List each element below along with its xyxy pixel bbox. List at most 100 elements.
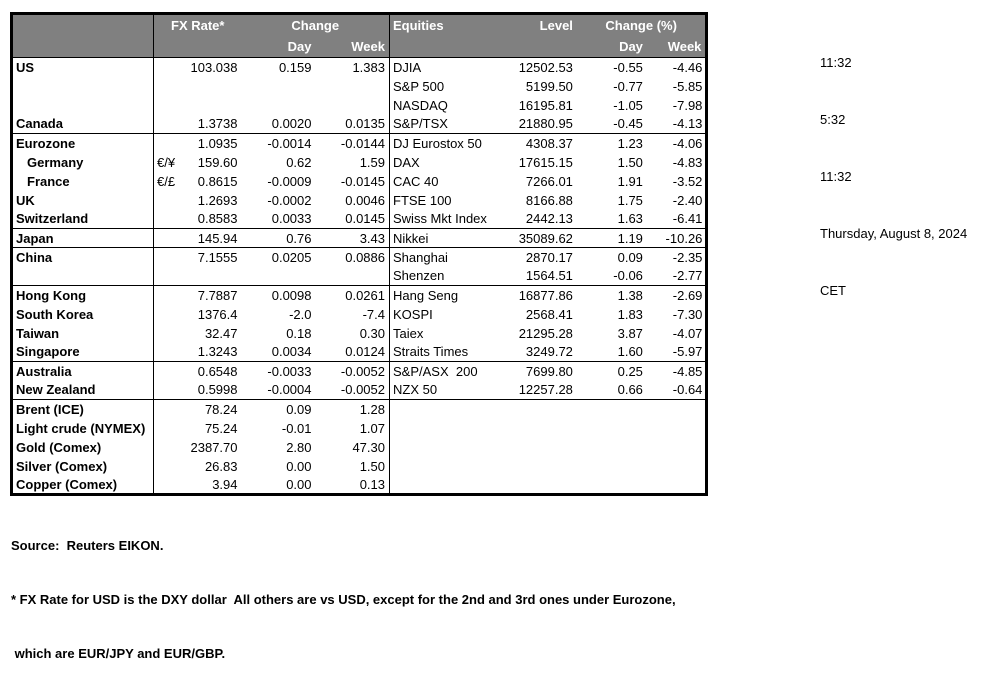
equity-week-change-cell: -4.85: [672, 363, 703, 379]
equity-day-change-cell: 0.09: [617, 249, 643, 265]
pair-cell: [154, 476, 184, 495]
fx-day-change-cell: 0.09: [286, 401, 312, 417]
equity-day-change-cell: -0.06: [576, 266, 647, 286]
fx-rate-cell: [183, 266, 242, 286]
fx-rate-cell: 0.6548: [197, 363, 238, 379]
table-row: UK 1.2693 -0.0002 0.0046 FTSE 100 8166.8…: [11, 190, 707, 210]
fx-day-change-cell: 0.0034: [241, 342, 316, 362]
time-line-1: 11:32: [820, 55, 852, 70]
equity-level-cell: 21880.95: [486, 114, 577, 134]
fx-rate-cell: 1.3243: [183, 342, 242, 362]
equity-day-change-cell: [577, 419, 647, 438]
table-row: Australia 0.6548 -0.0033 -0.0052 S&P/ASX…: [11, 361, 707, 381]
level-header: Level: [486, 13, 577, 37]
country-cell: UK: [11, 190, 154, 210]
equity-week-change-cell: [647, 419, 707, 438]
pair-cell: [154, 134, 184, 153]
equity-level-cell: [487, 457, 577, 476]
country-cell: Copper (Comex): [11, 475, 154, 495]
footnotes: Source: Reuters EIKON. * FX Rate for USD…: [11, 501, 676, 681]
corner-header-cell: [11, 13, 154, 37]
table-row: Shenzen 1564.51 -0.06 -2.77: [11, 266, 707, 286]
fx-week-change-cell: 1.28: [315, 399, 390, 419]
fx-week-change-cell: 0.0046: [315, 190, 390, 210]
fx-rate-cell: 2387.70: [190, 439, 238, 455]
equity-name-cell: S&P/TSX: [389, 114, 487, 134]
equity-week-change-cell: -7.30: [672, 306, 703, 322]
equity-name-cell: Hang Seng: [393, 287, 459, 303]
country-cell: Eurozone: [11, 133, 154, 153]
pair-cell: [153, 342, 184, 362]
fx-rate-cell: 26.83: [204, 458, 238, 474]
equity-name-cell: KOSPI: [393, 306, 433, 322]
pair-cell: [154, 457, 184, 476]
pair-cell: [154, 438, 184, 457]
footnote-line-2: which are EUR/JPY and EUR/GBP.: [11, 646, 226, 661]
equity-week-change-cell: -3.52: [672, 173, 703, 189]
fx-week-change-cell: 0.13: [315, 475, 390, 495]
fx-day-change-cell: 0.00: [286, 458, 312, 474]
pair-cell: [153, 380, 184, 400]
country-cell: New Zealand: [11, 380, 154, 400]
pair-cell: [154, 77, 184, 96]
country-cell: France: [11, 171, 154, 191]
country-cell: Germany: [11, 152, 154, 172]
fx-rate-cell: 0.5998: [183, 380, 242, 400]
fx-day-change-cell: [242, 96, 316, 115]
equity-level-cell: 2442.13: [486, 209, 577, 229]
country-cell: Gold (Comex): [11, 437, 154, 457]
fx-day-change-cell: -2.0: [289, 306, 312, 322]
fx-week-change-cell: 47.30: [315, 437, 390, 457]
fx-day-change-cell: [241, 266, 316, 286]
equity-day-change-cell: 1.75: [617, 192, 643, 208]
table-header: FX Rate* Change Equities Level Change (%…: [11, 13, 707, 58]
fx-week-header: Week: [315, 36, 390, 58]
table-row: China 7.1555 0.0205 0.0886 Shanghai 2870…: [11, 247, 707, 267]
fx-rate-cell: 103.038: [190, 59, 238, 75]
fx-day-change-cell: [242, 77, 316, 96]
equity-day-change-cell: -1.05: [613, 97, 643, 113]
pair-cell: [154, 305, 184, 324]
equity-week-change-cell: -2.69: [672, 287, 703, 303]
table-row: Germany €/¥ 159.60 0.62 1.59 DAX 17615.1…: [11, 152, 707, 172]
fx-rate-cell: 75.24: [204, 420, 238, 436]
equity-name-cell: Nikkei: [389, 228, 487, 248]
fx-week-change-cell: 0.0145: [315, 209, 390, 229]
fx-week-change-cell: -0.0144: [315, 133, 390, 153]
fx-rate-cell: 1.2693: [197, 192, 238, 208]
country-cell: Switzerland: [11, 209, 154, 229]
equity-name-cell: [390, 438, 487, 457]
table-row: Gold (Comex) 2387.70 2.80 47.30: [11, 437, 707, 457]
header-row-1: FX Rate* Change Equities Level Change (%…: [11, 13, 707, 37]
table-row: South Korea 1376.4 -2.0 -7.4 KOSPI 2568.…: [11, 304, 707, 324]
equity-level-cell: 4308.37: [525, 135, 573, 151]
fx-rate-header: FX Rate*: [153, 13, 242, 37]
fx-week-change-cell: 1.07: [315, 418, 390, 438]
equity-week-change-cell: -7.98: [672, 97, 703, 113]
equity-name-cell: NASDAQ: [393, 97, 448, 113]
equity-day-change-cell: 1.83: [617, 306, 643, 322]
header-row-2: Day Week Day Week: [11, 36, 707, 58]
table-row: Eurozone 1.0935 -0.0014 -0.0144 DJ Euros…: [11, 133, 707, 153]
fx-week-change-cell: -0.0145: [315, 171, 390, 191]
country-cell: [11, 76, 154, 96]
table-row: Japan 145.94 0.76 3.43 Nikkei 35089.62 1…: [11, 228, 707, 248]
pair-cell: €/£: [157, 173, 176, 189]
pair-cell: [154, 191, 184, 210]
fx-day-change-cell: 2.80: [286, 439, 312, 455]
fx-rate-cell: 1.3738: [183, 114, 242, 134]
equities-header: Equities: [389, 13, 487, 37]
equity-day-change-cell: [577, 438, 647, 457]
country-cell: Canada: [11, 114, 154, 134]
equity-day-change-cell: 1.63: [576, 209, 647, 229]
corner-header-cell-2: [11, 36, 154, 58]
country-cell: [11, 266, 154, 286]
empty-header-cell: [153, 36, 242, 58]
change-pct-header: Change (%): [576, 13, 707, 37]
equity-day-change-cell: -0.77: [613, 78, 643, 94]
country-cell: South Korea: [11, 304, 154, 324]
fx-day-change-cell: 0.0020: [241, 114, 316, 134]
country-cell: Singapore: [11, 342, 154, 362]
fx-day-change-cell: -0.0009: [267, 173, 312, 189]
pair-cell: [154, 362, 184, 381]
